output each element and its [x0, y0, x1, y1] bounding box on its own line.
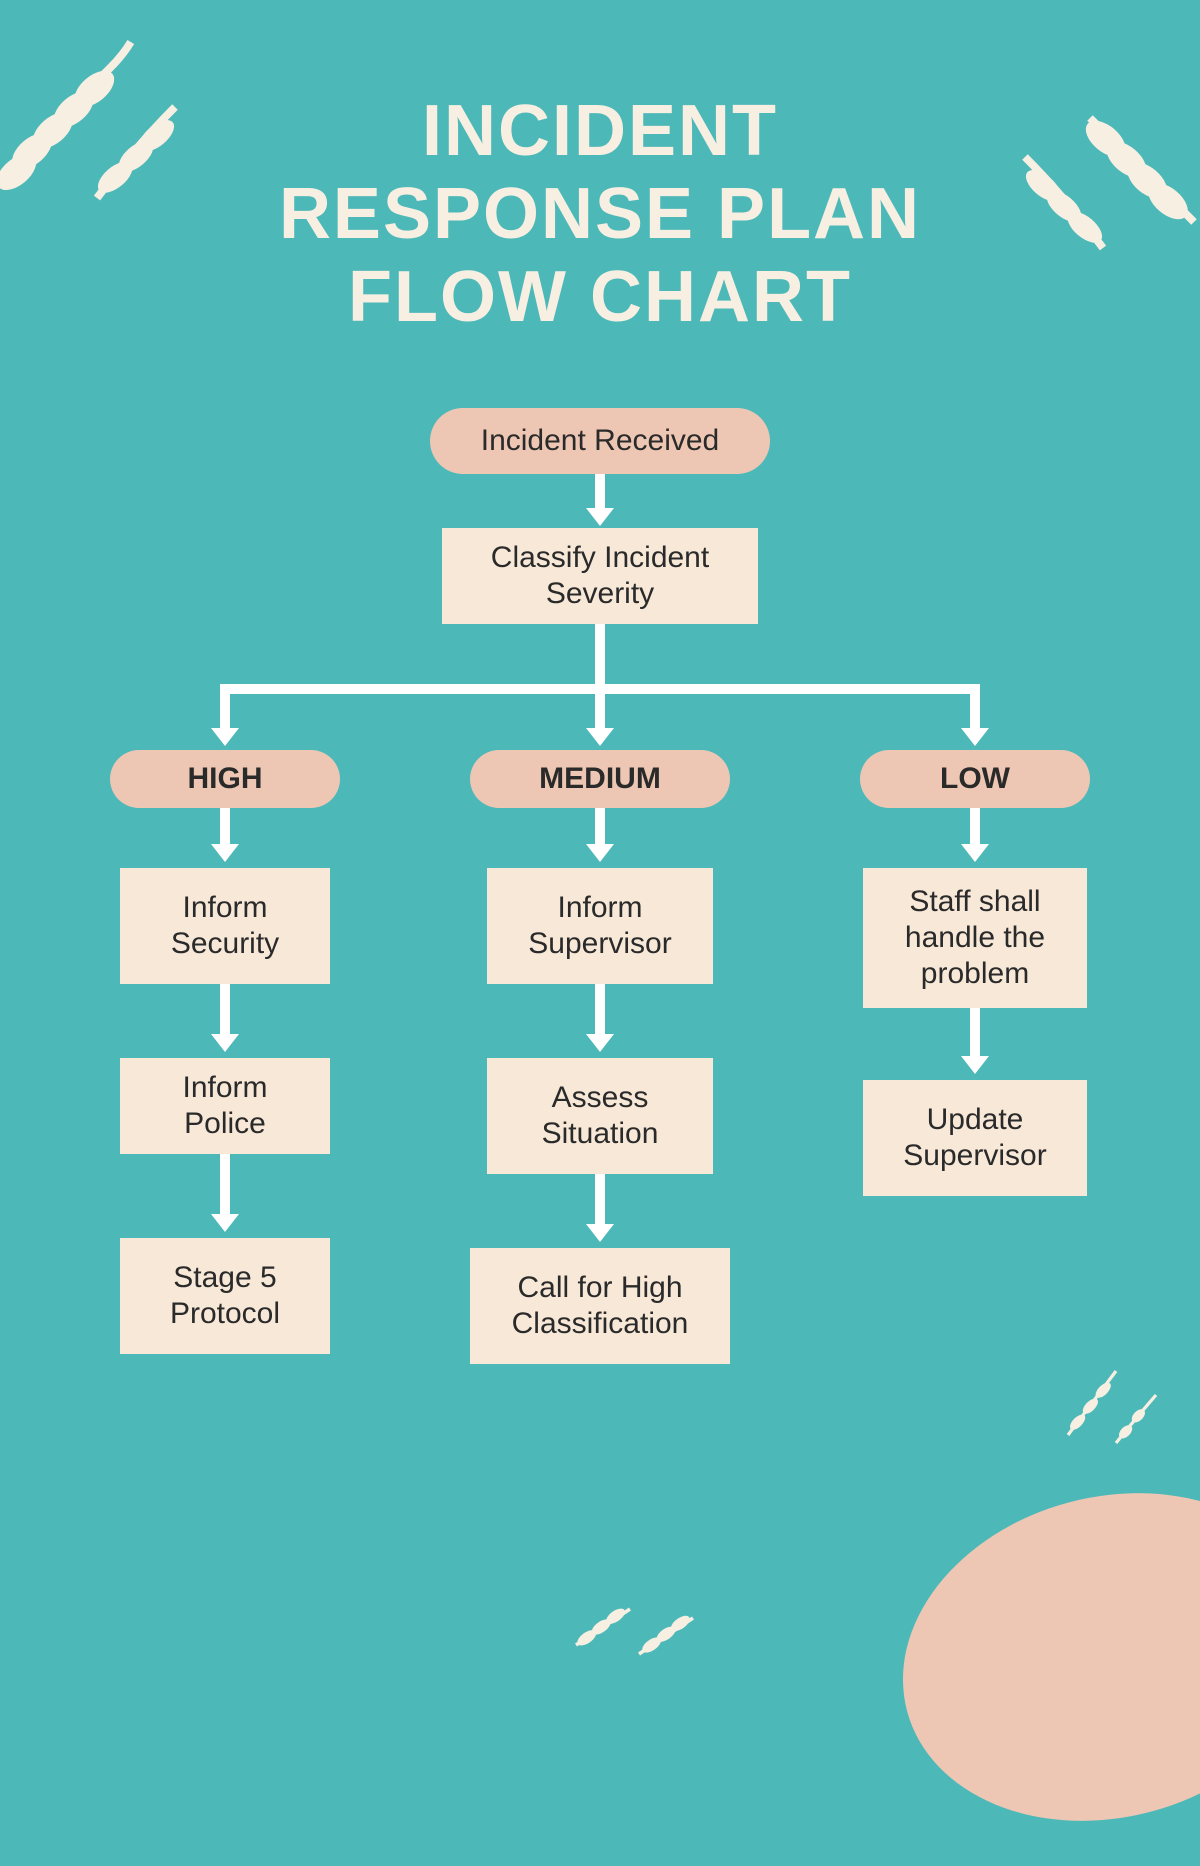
node-high-step-2: Inform Police	[120, 1058, 330, 1154]
node-medium-step-2: Assess Situation	[487, 1058, 713, 1174]
node-high-step-1: Inform Security	[120, 868, 330, 984]
arrow-medium-2	[595, 984, 605, 1040]
node-label: HIGH	[188, 761, 263, 797]
node-label: LOW	[940, 761, 1010, 797]
arrow-to-medium	[595, 684, 605, 734]
title-line-2: RESPONSE PLAN	[279, 174, 921, 254]
node-label: Inform Supervisor	[507, 890, 693, 962]
arrow-high-3	[220, 1154, 230, 1220]
title-line-1: INCIDENT	[422, 91, 778, 171]
arrow-to-low	[970, 684, 980, 734]
title-line-3: FLOW CHART	[348, 257, 852, 337]
leaf-decoration-top-right	[960, 40, 1200, 300]
arrow-to-high	[220, 684, 230, 734]
arrow-low-2	[970, 1008, 980, 1062]
node-classify-severity: Classify Incident Severity	[442, 528, 758, 624]
node-incident-received: Incident Received	[430, 408, 770, 474]
node-label: Stage 5 Protocol	[140, 1260, 310, 1332]
connector-classify-down	[595, 624, 605, 684]
arrow-start-to-classify	[595, 474, 605, 514]
node-medium-step-3: Call for High Classification	[470, 1248, 730, 1364]
node-label: Classify Incident Severity	[462, 540, 738, 612]
node-label: Staff shall handle the problem	[883, 884, 1067, 992]
arrow-medium-3	[595, 1174, 605, 1230]
node-branch-medium: MEDIUM	[470, 750, 730, 808]
node-low-step-2: Update Supervisor	[863, 1080, 1087, 1196]
node-label: Update Supervisor	[883, 1102, 1067, 1174]
node-label: Call for High Classification	[490, 1270, 710, 1342]
flowchart-container: Incident Received Classify Incident Seve…	[0, 408, 1200, 1608]
node-label: Incident Received	[481, 423, 719, 459]
node-medium-step-1: Inform Supervisor	[487, 868, 713, 984]
node-high-step-3: Stage 5 Protocol	[120, 1238, 330, 1354]
leaf-decoration-top-left	[0, 0, 240, 250]
node-label: Inform Police	[140, 1070, 310, 1142]
arrow-high-1	[220, 808, 230, 850]
arrow-low-1	[970, 808, 980, 850]
arrow-high-2	[220, 984, 230, 1040]
node-low-step-1: Staff shall handle the problem	[863, 868, 1087, 1008]
node-label: MEDIUM	[539, 761, 661, 797]
node-label: Inform Security	[140, 890, 310, 962]
node-branch-low: LOW	[860, 750, 1090, 808]
arrow-medium-1	[595, 808, 605, 850]
node-label: Assess Situation	[507, 1080, 693, 1152]
node-branch-high: HIGH	[110, 750, 340, 808]
